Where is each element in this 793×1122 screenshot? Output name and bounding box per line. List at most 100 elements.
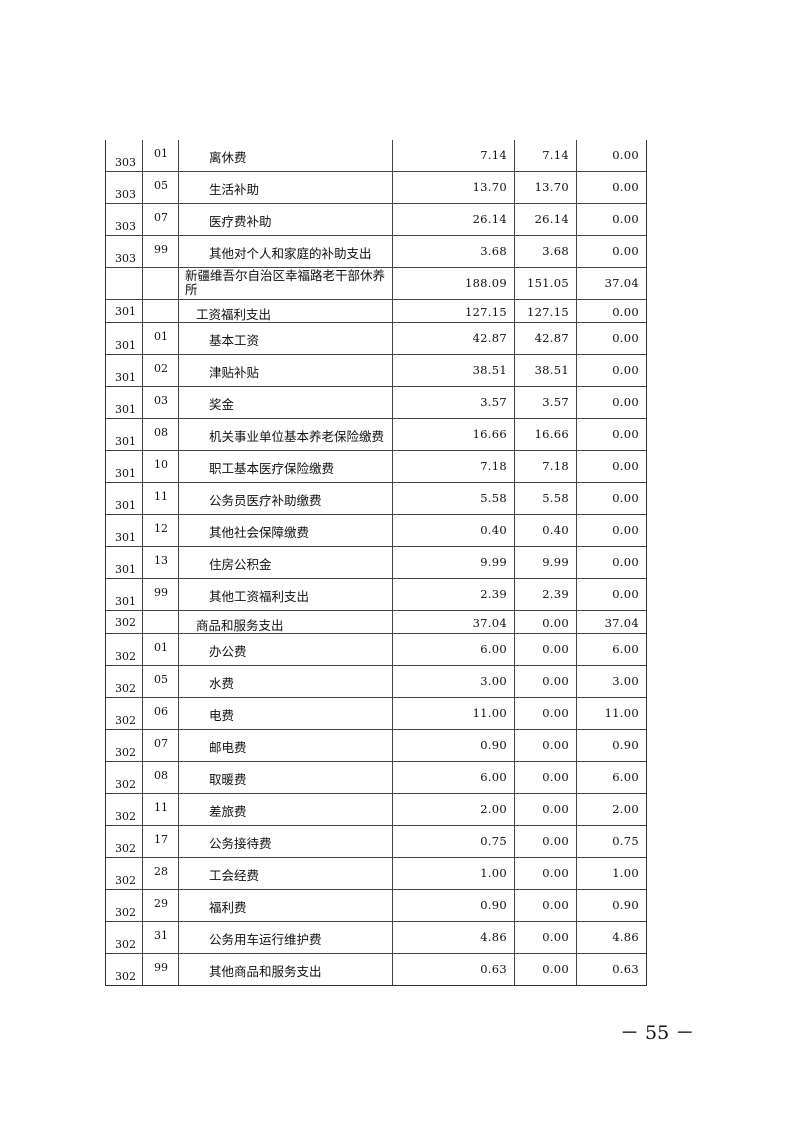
table-cell: 0.00 — [515, 762, 577, 793]
total-amount: 6.00 — [480, 642, 507, 656]
economic-class-code: 302 — [115, 906, 136, 919]
table-row: 302 商品和服务支出 37.04 0.00 37.04 — [106, 611, 646, 634]
project-expenditure: 0.00 — [612, 212, 639, 226]
item-name: 其他社会保障缴费 — [209, 525, 310, 540]
economic-item-code: 99 — [154, 243, 168, 256]
economic-class-code: 301 — [115, 467, 136, 480]
table-cell: 37.04 — [577, 268, 646, 299]
table-cell: 7.14 — [515, 140, 577, 171]
table-cell: 0.90 — [393, 730, 515, 761]
table-cell: 离休费 — [179, 140, 393, 171]
economic-item-code: 07 — [154, 211, 168, 224]
item-name: 公务用车运行维护费 — [209, 932, 322, 947]
economic-class-code: 301 — [115, 435, 136, 448]
project-expenditure: 0.00 — [612, 363, 639, 377]
table-cell: 0.00 — [515, 730, 577, 761]
project-expenditure: 0.00 — [612, 523, 639, 537]
table-cell: 38.51 — [393, 355, 515, 386]
table-cell: 29 — [143, 890, 179, 921]
total-amount: 11.00 — [472, 706, 507, 720]
economic-item-code: 07 — [154, 737, 168, 750]
table-cell: 16.66 — [393, 419, 515, 450]
table-cell: 01 — [143, 634, 179, 665]
table-cell: 0.00 — [515, 666, 577, 697]
table-cell: 9.99 — [393, 547, 515, 578]
table-cell: 0.75 — [577, 826, 646, 857]
basic-expenditure: 5.58 — [542, 491, 569, 505]
item-name: 办公费 — [209, 644, 247, 659]
table-cell: 0.90 — [577, 890, 646, 921]
item-name: 生活补助 — [209, 182, 260, 197]
table-cell: 08 — [143, 762, 179, 793]
table-cell: 11.00 — [393, 698, 515, 729]
table-row: 301 02 津贴补贴 38.51 38.51 0.00 — [106, 355, 646, 387]
table-cell: 0.90 — [393, 890, 515, 921]
table-row: 303 99 其他对个人和家庭的补助支出 3.68 3.68 0.00 — [106, 236, 646, 268]
table-cell: 302 — [106, 826, 143, 857]
project-expenditure: 0.00 — [612, 555, 639, 569]
table-cell: 07 — [143, 204, 179, 235]
table-cell: 公务接待费 — [179, 826, 393, 857]
table-cell: 新疆维吾尔自治区幸福路老干部休养所 — [179, 268, 393, 299]
project-expenditure: 0.63 — [612, 962, 639, 976]
economic-item-code: 03 — [154, 394, 168, 407]
economic-class-code: 301 — [115, 403, 136, 416]
table-cell — [143, 300, 179, 322]
project-expenditure: 0.00 — [612, 244, 639, 258]
table-cell: 0.00 — [577, 483, 646, 514]
table-cell: 0.00 — [577, 515, 646, 546]
table-cell: 基本工资 — [179, 323, 393, 354]
table-cell: 301 — [106, 300, 143, 322]
table-cell: 生活补助 — [179, 172, 393, 203]
table-cell: 9.99 — [515, 547, 577, 578]
economic-item-code: 10 — [154, 458, 168, 471]
table-row: 301 11 公务员医疗补助缴费 5.58 5.58 0.00 — [106, 483, 646, 515]
project-expenditure: 0.90 — [612, 898, 639, 912]
table-cell: 05 — [143, 172, 179, 203]
economic-item-code: 06 — [154, 705, 168, 718]
table-cell: 99 — [143, 579, 179, 610]
table-cell: 301 — [106, 579, 143, 610]
table-row: 301 01 基本工资 42.87 42.87 0.00 — [106, 323, 646, 355]
project-expenditure: 0.00 — [612, 395, 639, 409]
economic-class-code: 302 — [115, 714, 136, 727]
table-cell: 302 — [106, 922, 143, 953]
total-amount: 0.63 — [480, 962, 507, 976]
basic-expenditure: 13.70 — [534, 180, 569, 194]
total-amount: 37.04 — [472, 616, 507, 630]
project-expenditure: 2.00 — [612, 802, 639, 816]
basic-expenditure: 7.18 — [542, 459, 569, 473]
table-cell: 7.18 — [393, 451, 515, 482]
table-row: 302 29 福利费 0.90 0.00 0.90 — [106, 890, 646, 922]
economic-item-code: 31 — [154, 929, 168, 942]
item-name: 其他对个人和家庭的补助支出 — [209, 246, 372, 261]
table-cell: 0.00 — [515, 826, 577, 857]
table-cell — [143, 268, 179, 299]
total-amount: 13.70 — [472, 180, 507, 194]
table-cell: 0.00 — [577, 579, 646, 610]
project-expenditure: 0.00 — [612, 180, 639, 194]
item-name: 福利费 — [209, 900, 247, 915]
table-row: 301 工资福利支出 127.15 127.15 0.00 — [106, 300, 646, 323]
basic-expenditure: 0.00 — [542, 616, 569, 630]
table-cell: 7.18 — [515, 451, 577, 482]
economic-item-code: 12 — [154, 522, 168, 535]
table-cell: 公务用车运行维护费 — [179, 922, 393, 953]
table-cell: 301 — [106, 323, 143, 354]
table-cell: 302 — [106, 611, 143, 633]
table-row: 302 17 公务接待费 0.75 0.00 0.75 — [106, 826, 646, 858]
project-expenditure: 0.00 — [612, 491, 639, 505]
table-cell: 0.00 — [515, 634, 577, 665]
economic-item-code: 28 — [154, 865, 168, 878]
table-cell: 28 — [143, 858, 179, 889]
total-amount: 5.58 — [480, 491, 507, 505]
economic-class-code: 301 — [115, 339, 136, 352]
basic-expenditure: 42.87 — [534, 331, 569, 345]
total-amount: 16.66 — [472, 427, 507, 441]
table-cell: 11 — [143, 483, 179, 514]
table-cell: 3.68 — [515, 236, 577, 267]
table-cell: 0.00 — [577, 172, 646, 203]
table-cell: 3.57 — [515, 387, 577, 418]
table-cell: 303 — [106, 236, 143, 267]
table-cell — [143, 611, 179, 633]
